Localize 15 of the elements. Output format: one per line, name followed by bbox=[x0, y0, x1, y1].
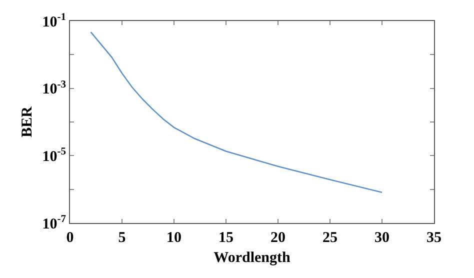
x-tick-label: 30 bbox=[374, 230, 390, 246]
x-tick-label: 25 bbox=[322, 230, 338, 246]
y-tick-label: 10$^{-5}$ bbox=[42, 146, 66, 165]
x-tick-label: 0 bbox=[66, 230, 74, 246]
x-tick-label: 15 bbox=[218, 230, 234, 246]
x-axis-title: Wordlength bbox=[214, 250, 291, 266]
x-tick-label: 20 bbox=[270, 230, 286, 246]
line-series bbox=[90, 31, 383, 194]
x-tick-label: 10 bbox=[166, 230, 182, 246]
y-tick-label: 10$^{-3}$ bbox=[42, 79, 66, 98]
x-tick-label: 5 bbox=[118, 230, 126, 246]
x-tick-label: 35 bbox=[426, 230, 442, 246]
y-axis-title: BER bbox=[20, 106, 36, 138]
y-tick-label: 10$^{-7}$ bbox=[42, 214, 66, 232]
y-tick-label: 10$^{-1}$ bbox=[42, 12, 66, 30]
